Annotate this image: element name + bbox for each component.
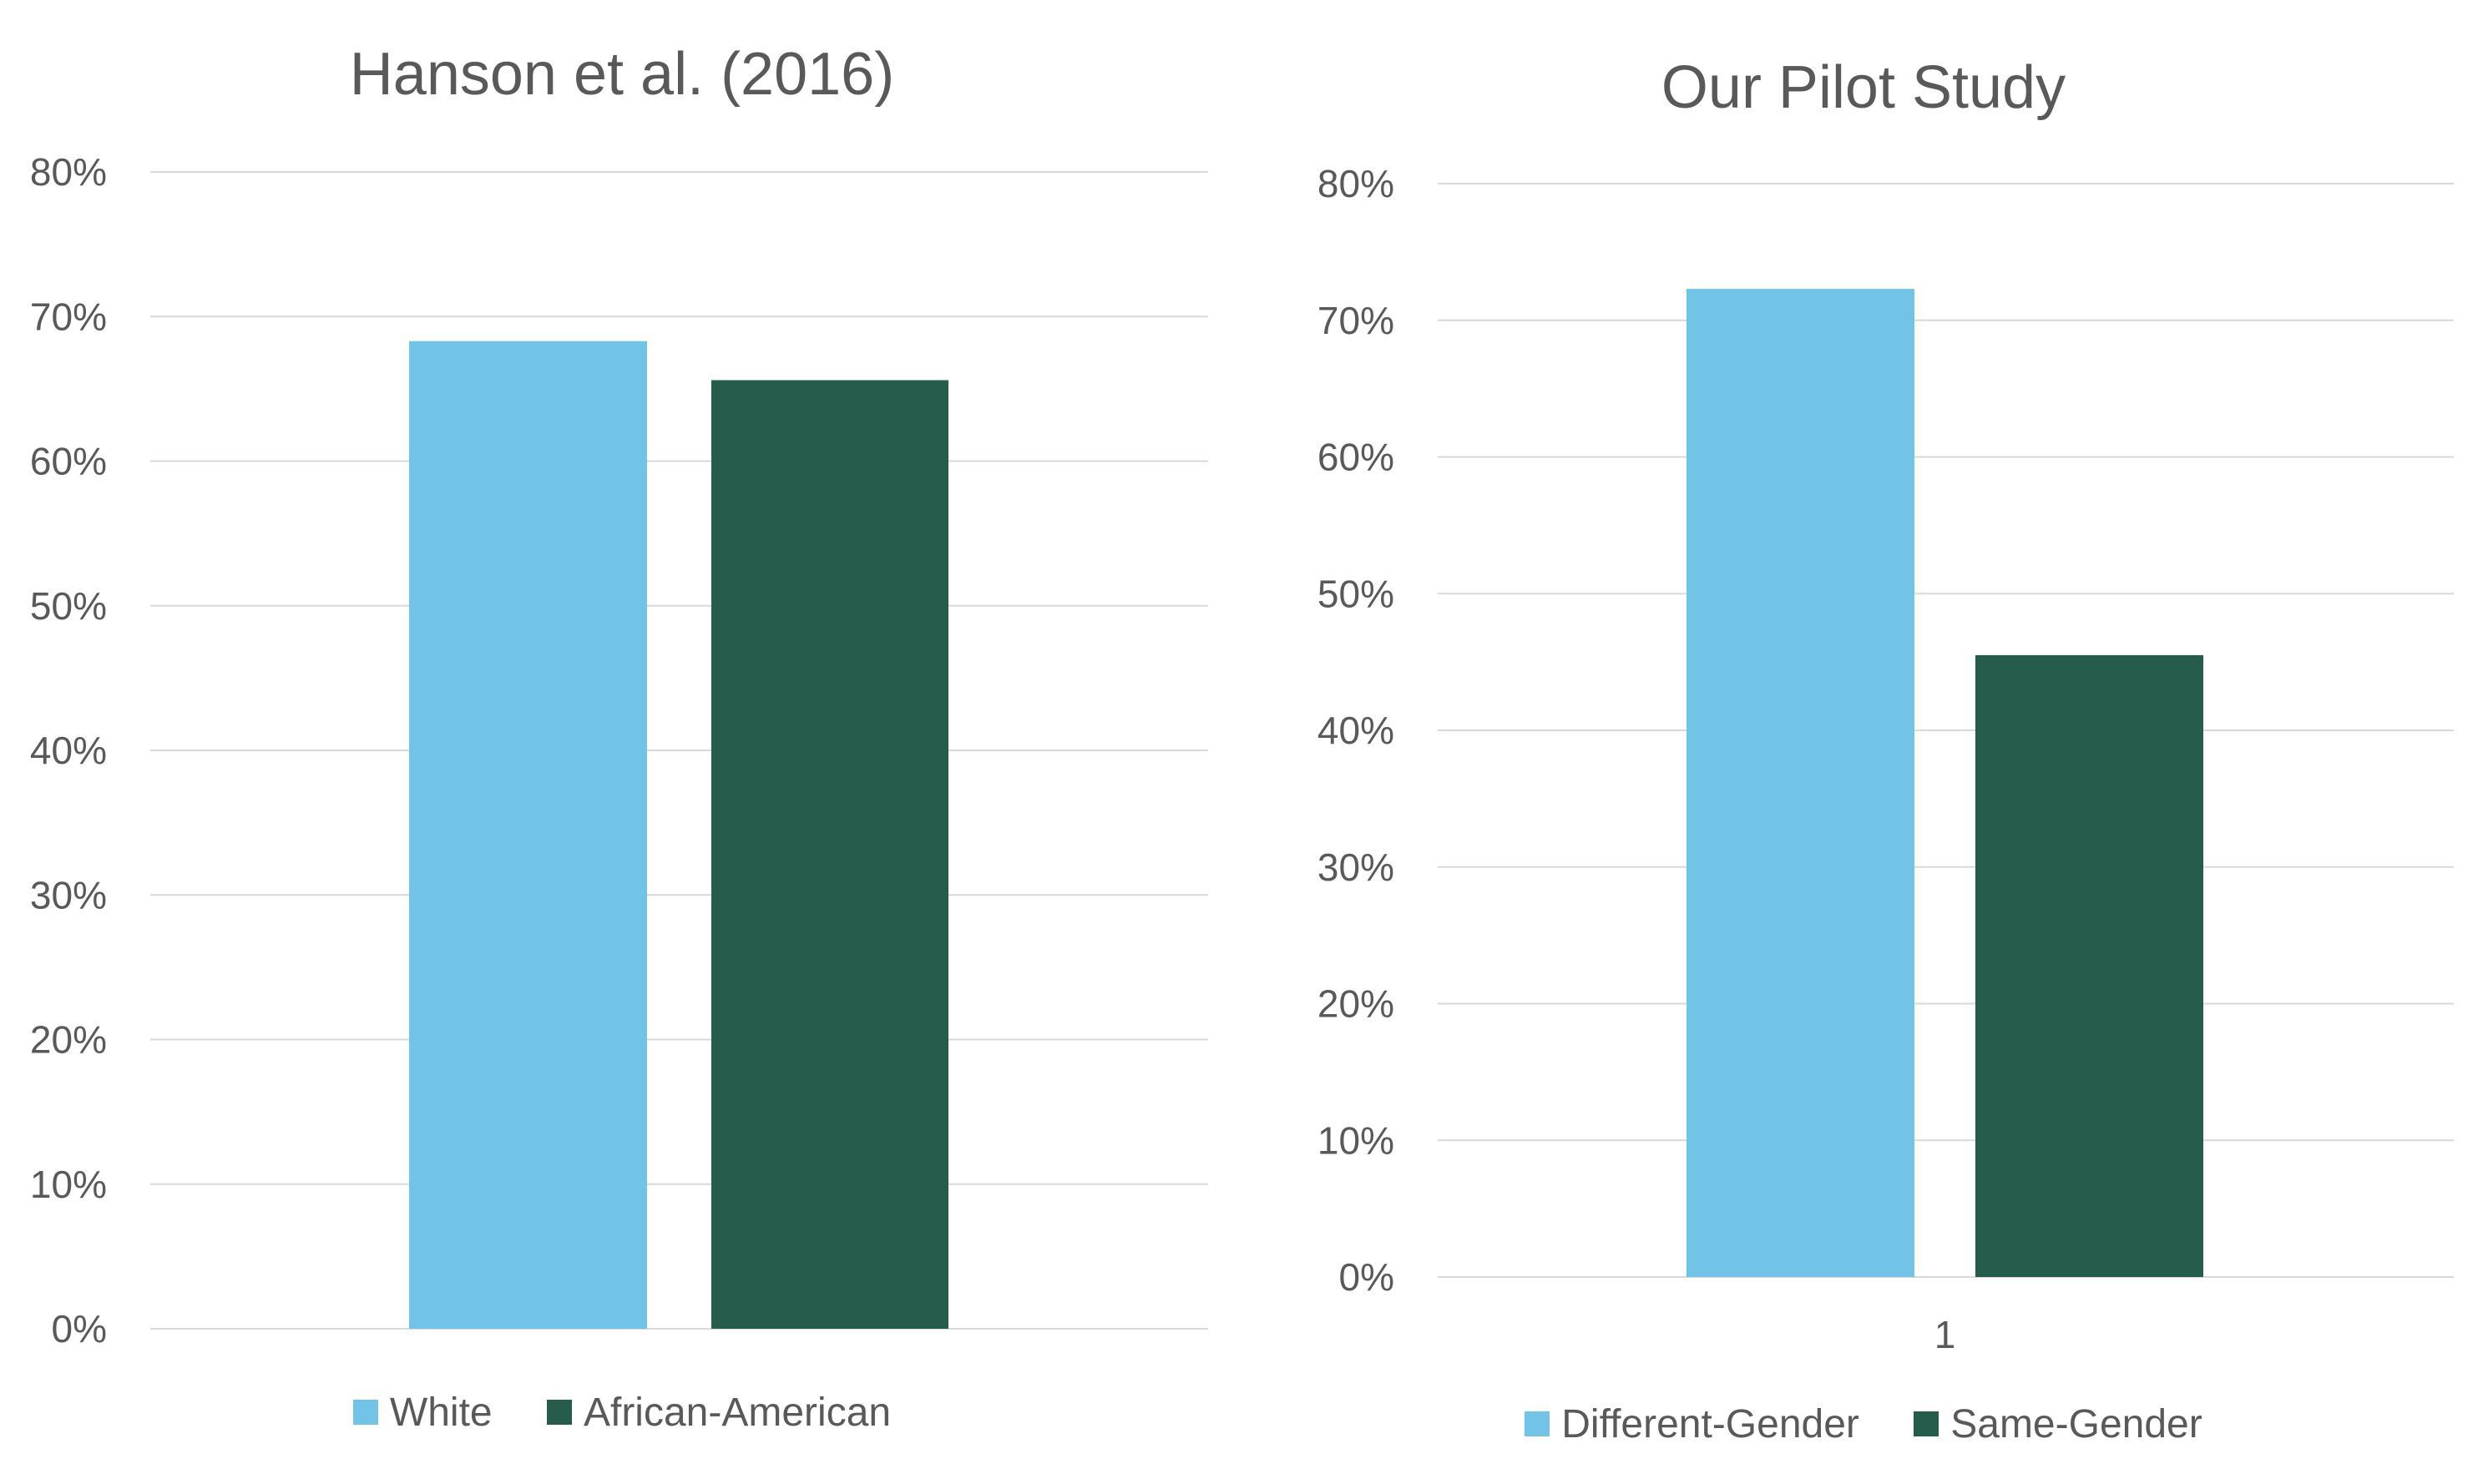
plot-area: 0% 10% 20% 30% 40% 50% 60% 70% 80% 1 [1317, 162, 2454, 1356]
y-tick-label: 0% [52, 1307, 107, 1350]
legend-label-white: White [389, 1390, 493, 1435]
legend: Different-Gender Same-Gender [1244, 1401, 2483, 1447]
legend-swatch-same-gender [1914, 1411, 1939, 1436]
legend: White African-American [0, 1389, 1244, 1436]
x-category-label: 1 [1934, 1313, 1956, 1356]
legend-swatch-different-gender [1525, 1411, 1550, 1436]
legend-item-african-american: African-American [546, 1390, 892, 1436]
legend-item-white: White [352, 1390, 493, 1436]
legend-label-same-gender: Same-Gender [1950, 1401, 2202, 1446]
y-tick-label: 70% [1317, 299, 1394, 342]
y-tick-label: 50% [1317, 572, 1394, 615]
plot-area: 0% 10% 20% 30% 40% 50% 60% 70% 80% [30, 150, 1208, 1350]
y-tick-label: 0% [1339, 1255, 1394, 1299]
y-tick-label: 80% [1317, 162, 1394, 205]
bar-different-gender [1687, 289, 1914, 1277]
legend-item-different-gender: Different-Gender [1525, 1401, 1859, 1447]
y-tick-label: 30% [1317, 845, 1394, 889]
legend-item-same-gender: Same-Gender [1914, 1401, 2202, 1447]
y-tick-label: 10% [30, 1163, 107, 1206]
y-tick-label: 40% [1317, 709, 1394, 752]
legend-label-different-gender: Different-Gender [1561, 1401, 1859, 1446]
y-tick-label: 50% [30, 584, 107, 628]
legend-label-african-american: African-American [583, 1390, 892, 1435]
bar-same-gender [1975, 654, 2203, 1277]
legend-swatch-white [352, 1400, 378, 1425]
y-tick-label: 10% [1317, 1118, 1394, 1162]
y-tick-label: 40% [30, 729, 107, 772]
bar-white [409, 341, 647, 1329]
y-tick-label: 70% [30, 295, 107, 338]
chart-title: Hanson et al. (2016) [349, 41, 895, 108]
chart-hanson: Hanson et al. (2016) 0% 10% 20% 30% 40% 50% 60… [0, 41, 1244, 1436]
y-tick-label: 30% [30, 873, 107, 916]
y-tick-label: 60% [30, 440, 107, 483]
bar-african-american [711, 380, 948, 1330]
y-tick-label: 80% [30, 150, 107, 194]
y-tick-label: 60% [1317, 436, 1394, 479]
chart-pilot-study: Our Pilot Study 0% 10% 20% 30% 40% 50% 60% 70% 8… [1244, 0, 2483, 1484]
legend-swatch-african-american [546, 1400, 572, 1425]
chart-title: Our Pilot Study [1661, 54, 2066, 121]
y-tick-label: 20% [1317, 982, 1394, 1026]
y-tick-label: 20% [30, 1018, 107, 1062]
